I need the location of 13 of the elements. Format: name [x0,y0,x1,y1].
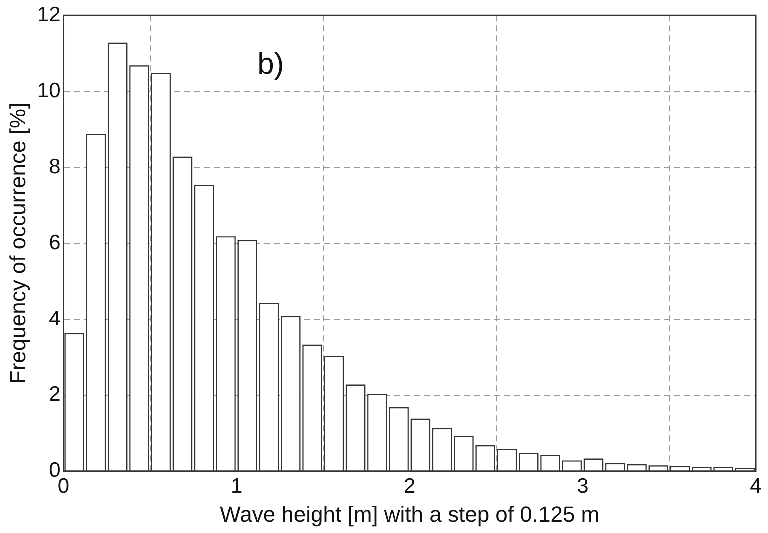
y-tick-label: 6 [49,231,61,254]
y-tick-label: 8 [49,155,61,178]
x-tick-label: 2 [404,474,416,498]
y-tick-label: 4 [49,307,62,330]
y-tick-label: 12 [37,3,61,26]
x-axis-title: Wave height [m] with a step of 0.125 m [220,502,600,527]
x-tick-label: 4 [750,474,762,498]
x-tick-label: 3 [577,474,589,498]
annotation: b) [258,48,284,81]
y-tick-label: 10 [37,79,61,102]
y-tick-label: 2 [49,383,61,406]
y-axis-title: Frequency of occurrence [%] [5,102,30,384]
x-tick-label: 1 [230,474,243,498]
